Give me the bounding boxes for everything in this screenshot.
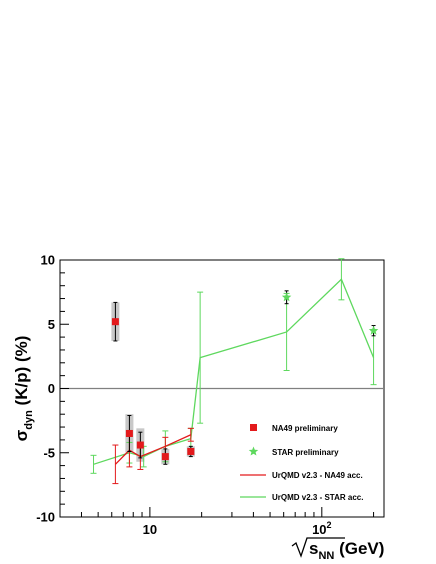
y-tick-label: -5 (43, 445, 55, 460)
x-axis-title-text: sNN (GeV) (309, 539, 384, 562)
star-marker (281, 292, 292, 302)
y-axis-title-rest: (K/p) (%) (12, 336, 31, 411)
legend-label: NA49 preliminary (272, 424, 338, 433)
legend-label: UrQMD v2.3 - STAR acc. (272, 493, 363, 502)
na49-marker (187, 447, 195, 455)
na49-marker (125, 429, 133, 437)
y-tick-label: 0 (48, 381, 55, 396)
y-tick-label: -10 (36, 510, 55, 525)
x-axis-title-rest: (GeV) (334, 539, 384, 558)
sqrt-sign (291, 537, 345, 558)
na49-marker (111, 318, 119, 326)
na49-marker (136, 441, 144, 449)
legend: NA49 preliminary STAR preliminary UrQMD v2… (240, 424, 363, 502)
y-axis-title-main: σ (12, 429, 31, 441)
x-tick-label-base: 10 (312, 522, 326, 537)
data-layer (90, 258, 379, 485)
star-marker (368, 325, 379, 335)
x-tick-label: 10 (143, 522, 157, 537)
x-axis-title-sub: NN (318, 550, 334, 562)
legend-label: UrQMD v2.3 - NA49 acc. (272, 471, 363, 480)
y-axis-title: σdyn (K/p) (%) (12, 336, 35, 442)
y-tick-label: 5 (48, 317, 55, 332)
urqmd-star-line (93, 278, 375, 465)
legend-star-marker (248, 446, 259, 456)
x-axis-title-main: s (309, 539, 318, 558)
y-tick-label: 10 (41, 253, 55, 268)
legend-na49-marker (250, 424, 257, 431)
x-tick-label-base: 10 (143, 522, 157, 537)
x-tick-label: 102 (312, 520, 331, 537)
na49-marker (161, 453, 169, 461)
legend-label: STAR preliminary (272, 448, 339, 457)
y-axis-title-sub: dyn (23, 410, 35, 430)
x-axis-title: sNN (GeV) (291, 537, 384, 562)
x-tick-label-exponent: 2 (327, 520, 332, 530)
